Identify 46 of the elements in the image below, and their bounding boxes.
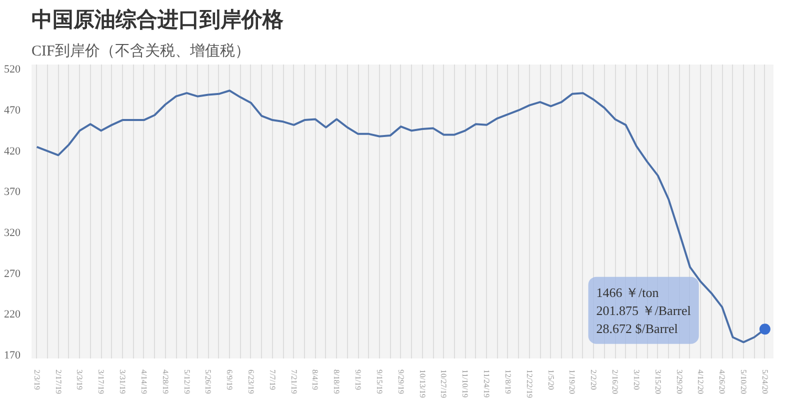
x-tick-label: 8/4/19 bbox=[310, 370, 320, 390]
y-tick-label: 470 bbox=[4, 104, 21, 116]
x-tick-label: 5/12/19 bbox=[182, 370, 192, 394]
x-tick-label: 3/31/19 bbox=[118, 370, 128, 394]
x-tick-label: 9/15/19 bbox=[374, 370, 384, 394]
x-tick-label: 1/19/20 bbox=[568, 370, 577, 394]
y-tick-label: 170 bbox=[4, 349, 21, 362]
x-tick-label: 2/17/19 bbox=[54, 370, 63, 394]
x-tick-label: 10/27/19 bbox=[439, 370, 448, 398]
x-tick-label: 7/21/19 bbox=[289, 370, 298, 394]
x-tick-label: 12/8/19 bbox=[503, 370, 512, 394]
y-tick-label: 420 bbox=[4, 145, 21, 158]
x-tick-label: 2/2/20 bbox=[589, 370, 598, 390]
x-tick-label: 4/26/20 bbox=[718, 370, 727, 394]
y-tick-label: 370 bbox=[4, 186, 21, 198]
y-tick-label: 270 bbox=[4, 268, 21, 280]
x-tick-label: 4/28/19 bbox=[160, 370, 170, 394]
x-tick-label: 5/10/20 bbox=[739, 370, 748, 394]
x-tick-label: 4/14/19 bbox=[139, 370, 148, 394]
x-tick-label: 2/16/20 bbox=[610, 370, 620, 394]
y-tick-label: 520 bbox=[4, 64, 21, 76]
x-tick-label: 3/3/19 bbox=[75, 370, 84, 390]
x-tick-label: 12/22/19 bbox=[524, 370, 534, 398]
x-tick-label: 3/17/19 bbox=[96, 370, 106, 394]
chart-title: 中国原油综合进口到岸价格 bbox=[32, 8, 284, 32]
x-tick-label: 1/5/20 bbox=[546, 370, 556, 390]
x-tick-label: 10/13/19 bbox=[418, 370, 427, 398]
x-tick-label: 11/10/19 bbox=[460, 370, 470, 398]
y-tick-label: 220 bbox=[4, 308, 21, 321]
chart-subtitle: CIF到岸价（不含关税、增值税） bbox=[32, 42, 250, 60]
x-tick-label: 9/29/19 bbox=[396, 370, 406, 394]
x-tick-label: 6/9/19 bbox=[225, 370, 234, 390]
y-tick-label: 320 bbox=[4, 226, 21, 239]
x-tick-label: 3/29/20 bbox=[674, 370, 684, 394]
x-tick-label: 5/26/19 bbox=[204, 370, 213, 394]
x-tick-label: 3/1/20 bbox=[632, 370, 641, 390]
x-tick-label: 7/7/19 bbox=[268, 370, 277, 390]
x-tick-label: 9/1/19 bbox=[354, 370, 363, 390]
x-tick-label: 6/23/19 bbox=[246, 370, 256, 394]
annotation: 1466 ￥/ton 201.875 ￥/Barrel 28.672 $/Barrel bbox=[596, 284, 692, 336]
x-tick-label: 8/18/19 bbox=[332, 370, 342, 394]
x-tick-label: 11/24/19 bbox=[482, 370, 492, 398]
x-tick-label: 2/3/19 bbox=[32, 370, 42, 390]
x-tick-label: 5/24/20 bbox=[760, 370, 770, 394]
x-tick-label: 3/15/20 bbox=[653, 370, 662, 394]
x-tick-label: 4/12/20 bbox=[696, 370, 706, 394]
